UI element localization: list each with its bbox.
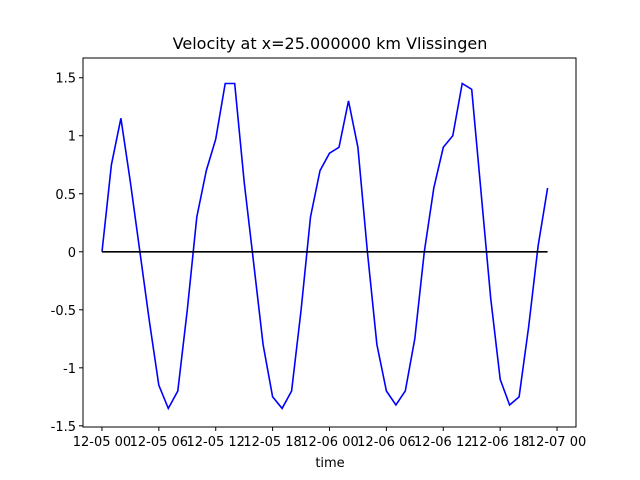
x-tick-label: 12-06 00 [300, 435, 358, 450]
x-tick-label: 12-05 06 [130, 435, 188, 450]
plot-frame [82, 57, 577, 428]
y-tick-label: 0.5 [55, 188, 76, 203]
y-tick-label: 0 [68, 246, 76, 261]
y-tick-label: -1.5 [51, 420, 76, 435]
x-tick-label: 12-07 00 [528, 435, 586, 450]
data-line [101, 82, 549, 411]
y-tick-label: 1 [68, 130, 76, 145]
y-tick-label: -0.5 [51, 304, 76, 319]
x-tick-label: 12-06 12 [414, 435, 472, 450]
chart-title: Velocity at x=25.000000 km Vlissingen [173, 34, 488, 53]
y-tick-label: -1 [63, 362, 76, 377]
x-tick-label: 12-06 18 [471, 435, 529, 450]
x-axis-label: time [315, 456, 344, 471]
x-tick-label: 12-06 06 [357, 435, 415, 450]
y-tick-label: 1.5 [55, 72, 76, 87]
x-tick-label: 12-05 00 [73, 435, 131, 450]
x-tick-label: 12-05 18 [243, 435, 301, 450]
x-tick-label: 12-05 12 [187, 435, 245, 450]
